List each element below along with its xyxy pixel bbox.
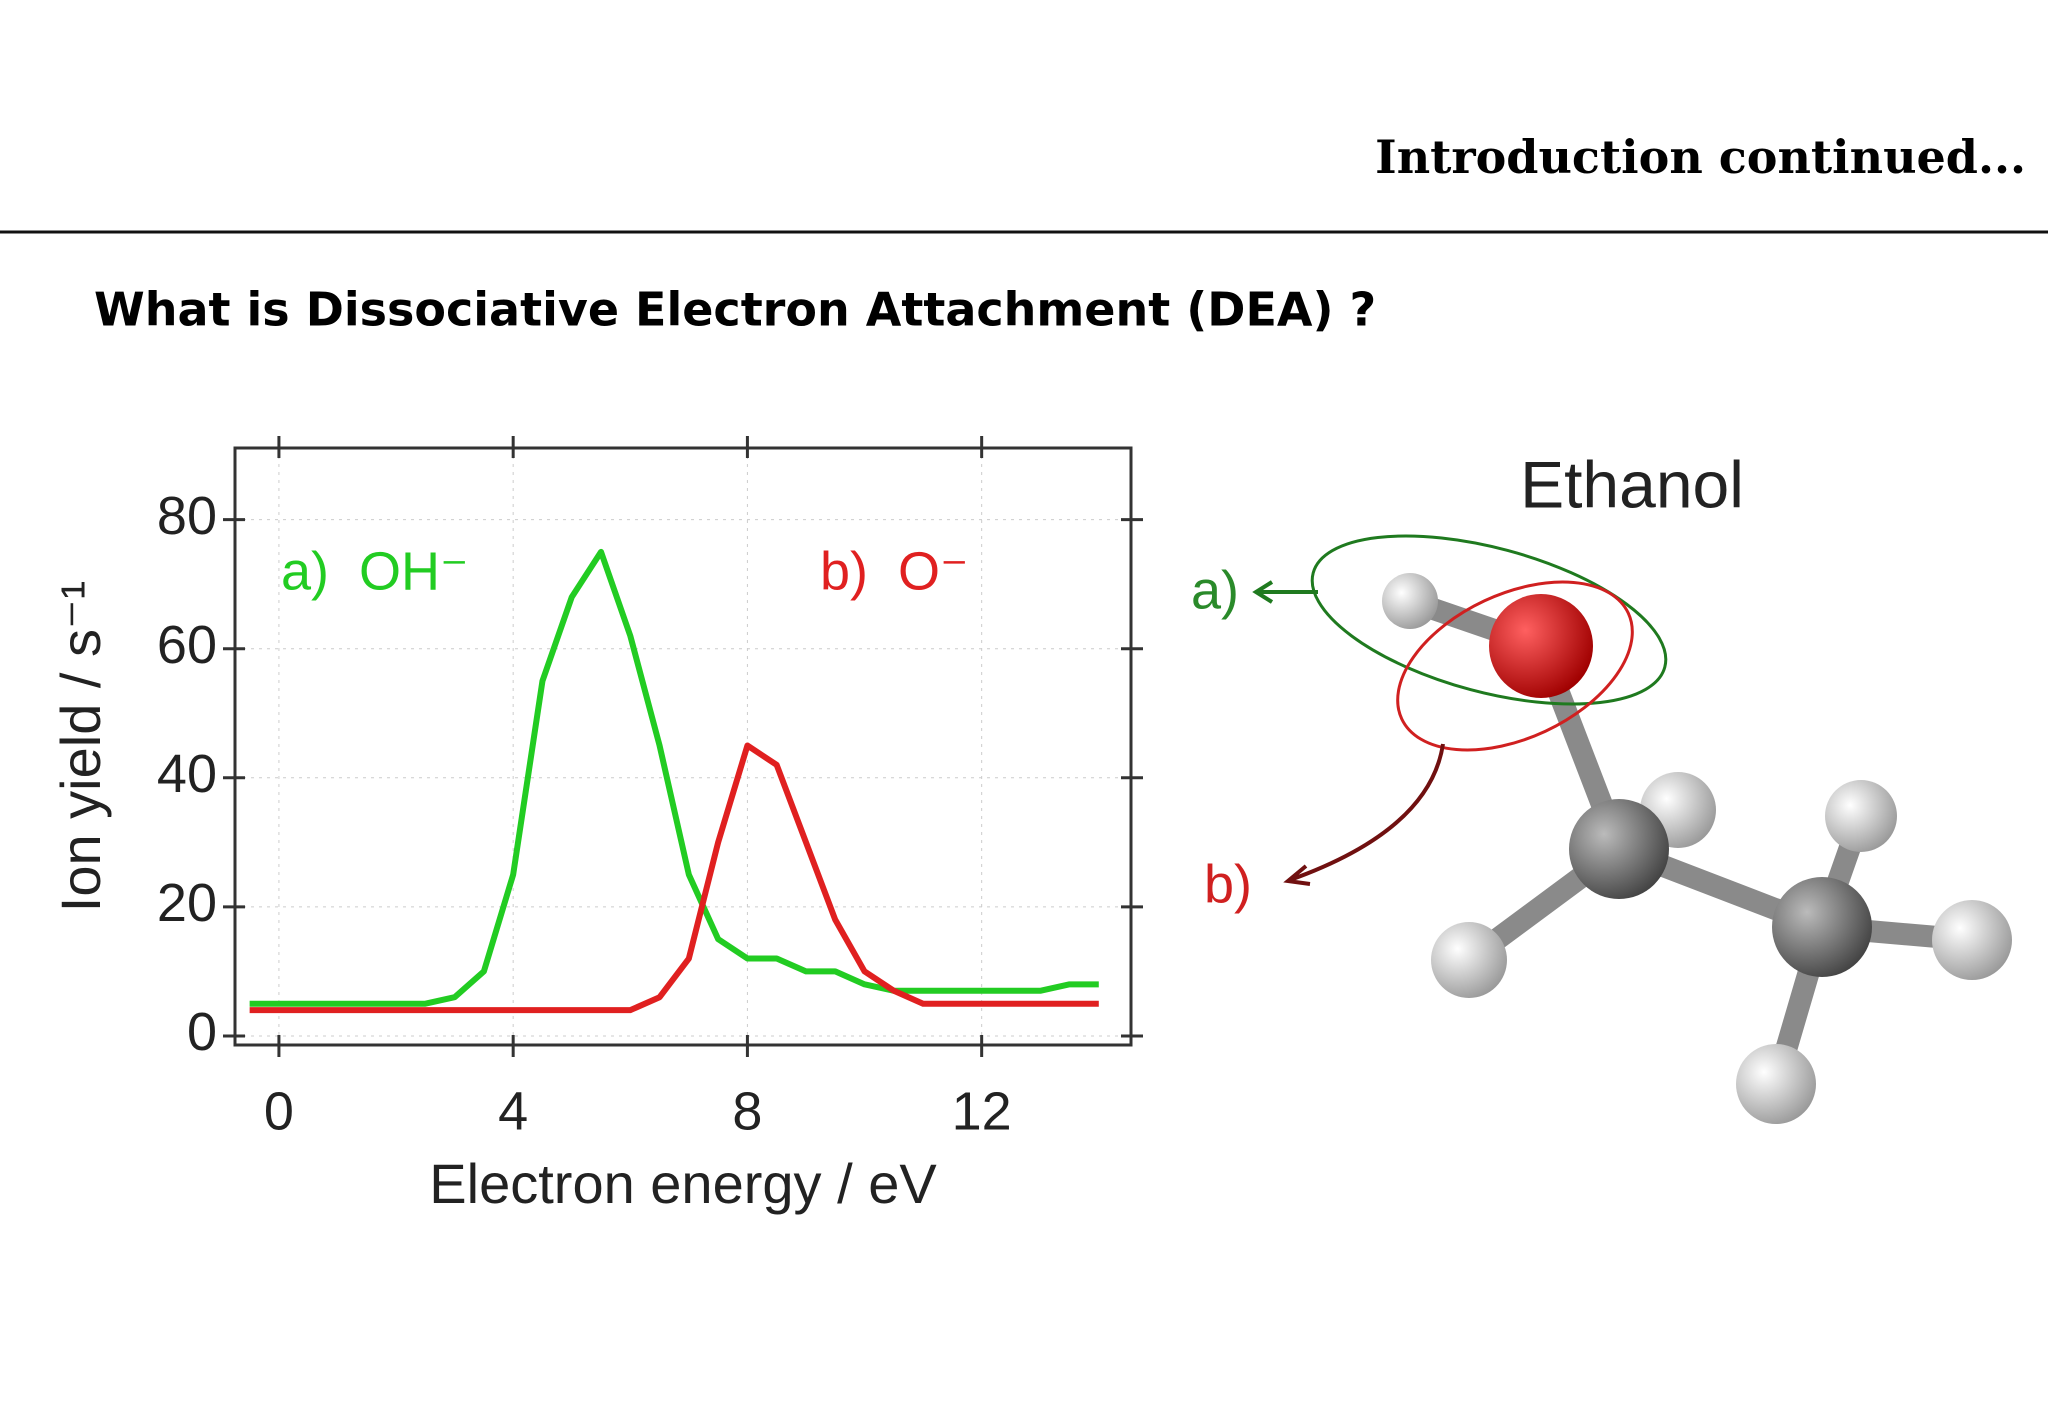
label-b: b) (1204, 854, 1252, 914)
x-tick-label: 0 (264, 1081, 294, 1141)
molecule-diagram: Ethanol (1191, 447, 2012, 1124)
x-tick-label: 4 (498, 1081, 528, 1141)
series-label: a) OH⁻ (281, 541, 469, 601)
orbit-a (1310, 534, 1668, 706)
arrow-a (1252, 580, 1318, 604)
series-label: b) O⁻ (820, 541, 969, 601)
slide-title: Introduction continued... (1375, 130, 2026, 184)
arrow-b (1283, 743, 1445, 886)
label-a: a) (1191, 560, 1239, 620)
y-tick-label: 40 (157, 744, 217, 804)
y-tick-label: 60 (157, 615, 217, 675)
y-tick-label: 80 (157, 486, 217, 546)
y-tick-label: 20 (157, 873, 217, 933)
x-tick-label: 12 (952, 1081, 1012, 1141)
series-line (249, 548, 1099, 1007)
plot-frame (233, 446, 1133, 1047)
question: What is Dissociative Electron Attachment… (94, 283, 1376, 337)
diagram-title: Ethanol (1520, 447, 1744, 521)
x-axis-label: Electron energy / eV (429, 1152, 937, 1215)
y-axis-label: Ion yield / s⁻¹ (49, 581, 112, 912)
series-line (249, 742, 1099, 1014)
atoms (1382, 573, 2012, 1124)
orbit-b (1396, 580, 1634, 752)
x-tick-label: 8 (732, 1081, 762, 1141)
y-tick-label: 0 (187, 1002, 217, 1062)
